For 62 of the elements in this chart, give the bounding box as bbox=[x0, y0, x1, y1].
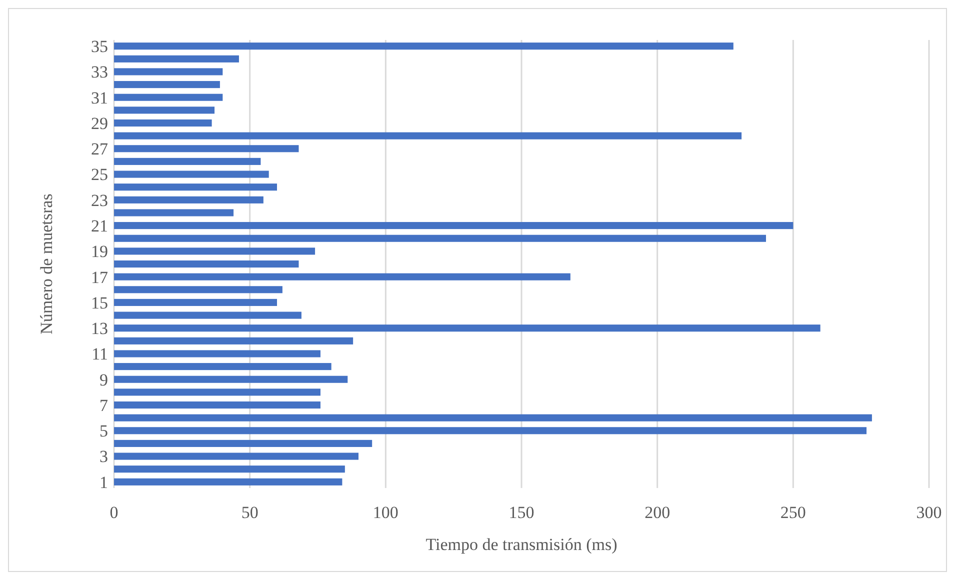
bar bbox=[114, 286, 282, 294]
bar bbox=[114, 184, 277, 191]
bar bbox=[114, 376, 348, 383]
x-axis-title: Tiempo de transmisión (ms) bbox=[426, 535, 618, 554]
x-tick-label: 300 bbox=[916, 503, 942, 522]
y-tick-label: 35 bbox=[91, 37, 108, 56]
bar bbox=[114, 427, 867, 434]
bar bbox=[114, 298, 277, 306]
bar bbox=[114, 158, 261, 165]
bar bbox=[114, 350, 320, 358]
y-tick-label: 7 bbox=[100, 396, 108, 415]
bar bbox=[114, 312, 302, 319]
y-tick-label: 33 bbox=[91, 62, 108, 82]
bar bbox=[114, 234, 766, 242]
bar bbox=[114, 81, 220, 88]
bar bbox=[114, 466, 345, 473]
bar bbox=[114, 337, 354, 344]
y-tick-label: 21 bbox=[91, 216, 108, 236]
bar bbox=[114, 414, 872, 422]
bar bbox=[114, 363, 332, 370]
bar bbox=[114, 273, 570, 280]
y-tick-label: 3 bbox=[100, 447, 108, 466]
x-tick-label: 50 bbox=[241, 503, 258, 522]
y-tick-label: 31 bbox=[91, 88, 108, 108]
y-tick-label: 19 bbox=[91, 242, 108, 262]
bar bbox=[114, 209, 234, 216]
y-tick-label: 9 bbox=[100, 370, 108, 390]
bar bbox=[114, 42, 734, 50]
bar bbox=[114, 324, 820, 332]
bar bbox=[114, 68, 223, 76]
bar bbox=[114, 196, 264, 204]
y-tick-label: 25 bbox=[91, 165, 108, 184]
x-tick-label: 200 bbox=[644, 503, 670, 522]
y-tick-label: 11 bbox=[92, 344, 108, 364]
bar bbox=[114, 170, 269, 178]
y-axis-title: Número de muetsras bbox=[37, 194, 56, 334]
bar bbox=[114, 248, 316, 255]
bar bbox=[114, 55, 239, 62]
x-tick-label: 250 bbox=[780, 503, 806, 522]
x-tick-label: 150 bbox=[508, 503, 534, 522]
y-tick-label: 15 bbox=[91, 293, 108, 312]
y-tick-label: 23 bbox=[91, 190, 108, 210]
x-tick-label: 0 bbox=[110, 503, 118, 522]
bar bbox=[114, 119, 212, 127]
y-tick-label: 17 bbox=[91, 268, 108, 287]
y-tick-label: 1 bbox=[100, 472, 108, 492]
bar bbox=[114, 94, 223, 101]
bar bbox=[114, 145, 299, 152]
y-tick-label: 5 bbox=[100, 422, 108, 441]
y-tick-label: 27 bbox=[91, 140, 108, 159]
y-tick-label: 29 bbox=[91, 114, 108, 133]
bar bbox=[114, 388, 320, 396]
bar bbox=[114, 222, 794, 230]
bar bbox=[114, 478, 342, 486]
bar bbox=[114, 106, 215, 114]
bar bbox=[114, 260, 299, 268]
bar bbox=[114, 452, 358, 460]
bar bbox=[114, 132, 742, 140]
bar bbox=[114, 440, 372, 447]
y-tick-label: 13 bbox=[91, 319, 108, 338]
x-tick-label: 100 bbox=[372, 503, 398, 522]
bar bbox=[114, 401, 320, 409]
